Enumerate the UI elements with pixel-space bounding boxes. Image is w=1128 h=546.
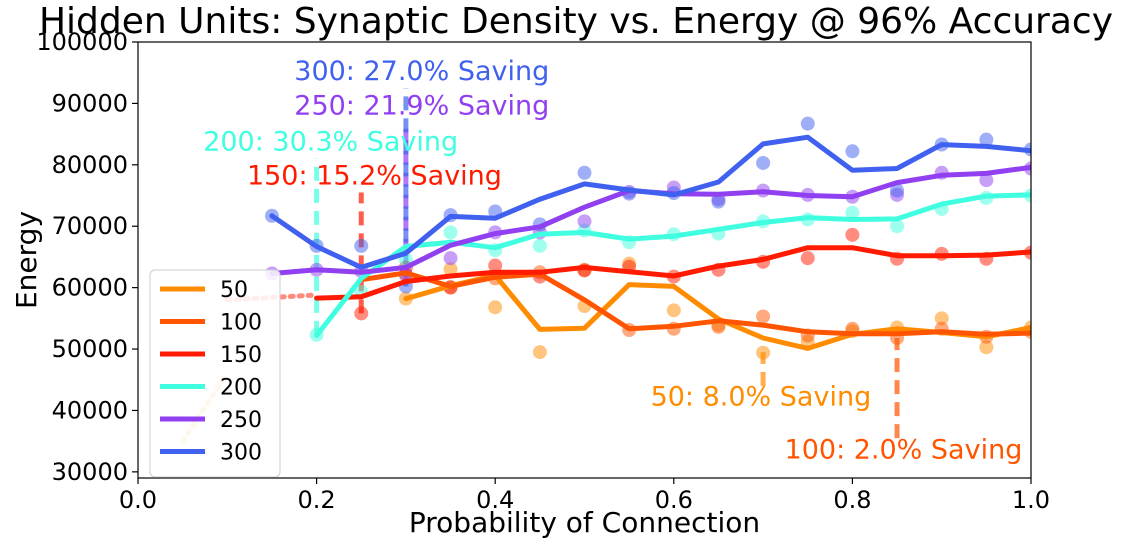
x-tick-label-4: 0.8 bbox=[833, 486, 871, 514]
series-line-100 bbox=[358, 270, 1031, 337]
legend-label-50: 50 bbox=[220, 278, 248, 303]
legend: 50 100 150 200 250 300 bbox=[149, 269, 281, 478]
plot-frame bbox=[137, 41, 1032, 479]
point-150-11 bbox=[845, 227, 860, 242]
point-50-8 bbox=[756, 345, 771, 360]
legend-label-300: 300 bbox=[220, 441, 262, 466]
legend-label-150: 150 bbox=[220, 343, 262, 368]
point-300-10 bbox=[711, 194, 726, 209]
x-tick-label-0: 0.0 bbox=[119, 486, 157, 514]
point-250-16 bbox=[979, 173, 994, 188]
chart-title: Hidden Units: Synaptic Density vs. Energ… bbox=[39, 1, 1113, 42]
point-250-7 bbox=[577, 214, 592, 229]
point-150-10 bbox=[800, 251, 815, 266]
point-150-0 bbox=[354, 306, 369, 321]
point-50-3 bbox=[532, 345, 547, 360]
point-50-1 bbox=[443, 262, 458, 277]
x-tick-label-3: 0.6 bbox=[655, 486, 693, 514]
legend-label-250: 250 bbox=[220, 408, 262, 433]
point-150-3 bbox=[488, 258, 503, 273]
point-300-16 bbox=[979, 132, 994, 147]
point-300-7 bbox=[577, 165, 592, 180]
point-300-14 bbox=[890, 183, 905, 198]
y-tick-label-1: 40000 bbox=[52, 396, 128, 424]
point-200-5 bbox=[532, 238, 547, 253]
point-100-8 bbox=[756, 309, 771, 324]
x-tick-label-1: 0.2 bbox=[298, 486, 336, 514]
y-tick-label-5: 80000 bbox=[52, 151, 128, 179]
legend-label-100: 100 bbox=[220, 311, 262, 336]
annotation-5: 100: 2.0% Saving bbox=[785, 434, 1023, 465]
y-tick-label-4: 70000 bbox=[52, 212, 128, 240]
annotation-0: 300: 27.0% Saving bbox=[294, 56, 549, 87]
point-50-2 bbox=[488, 300, 503, 315]
annotation-3: 150: 15.2% Saving bbox=[247, 160, 502, 191]
series-lines bbox=[269, 134, 1031, 351]
axis-ticks: 0.0 0.2 0.4 0.6 0.8 1.0 30000 40000 50000 60000 70… bbox=[36, 28, 1050, 514]
point-200-13 bbox=[890, 219, 905, 234]
x-tick-label-2: 0.4 bbox=[476, 486, 514, 514]
annotation-2: 200: 30.3% Saving bbox=[203, 127, 458, 158]
point-50-12 bbox=[934, 311, 949, 326]
point-300-13 bbox=[845, 144, 860, 159]
series-line-200 bbox=[314, 192, 1031, 338]
y-tick-label-0: 30000 bbox=[52, 458, 128, 486]
x-tick-label-5: 1.0 bbox=[1012, 486, 1050, 514]
y-tick-label-2: 50000 bbox=[52, 335, 128, 363]
point-300-11 bbox=[756, 155, 771, 170]
point-200-12 bbox=[845, 205, 860, 220]
point-50-13 bbox=[979, 340, 994, 355]
legend-label-200: 200 bbox=[220, 376, 262, 401]
point-200-3 bbox=[443, 225, 458, 240]
y-tick-label-6: 90000 bbox=[52, 89, 128, 117]
point-50-6 bbox=[666, 303, 681, 318]
y-axis-label: Energy bbox=[10, 211, 43, 309]
series-line-150 bbox=[314, 245, 1031, 301]
point-300-12 bbox=[800, 116, 815, 131]
annotation-4: 50: 8.0% Saving bbox=[651, 382, 872, 413]
y-tick-label-7: 100000 bbox=[36, 28, 128, 56]
x-axis-label: Probability of Connection bbox=[409, 506, 760, 539]
y-tick-label-3: 60000 bbox=[52, 274, 128, 302]
series-line-300 bbox=[269, 134, 1031, 270]
point-250-4 bbox=[443, 251, 458, 266]
point-300-2 bbox=[354, 238, 369, 253]
annotation-1: 250: 21.9% Saving bbox=[294, 90, 549, 121]
